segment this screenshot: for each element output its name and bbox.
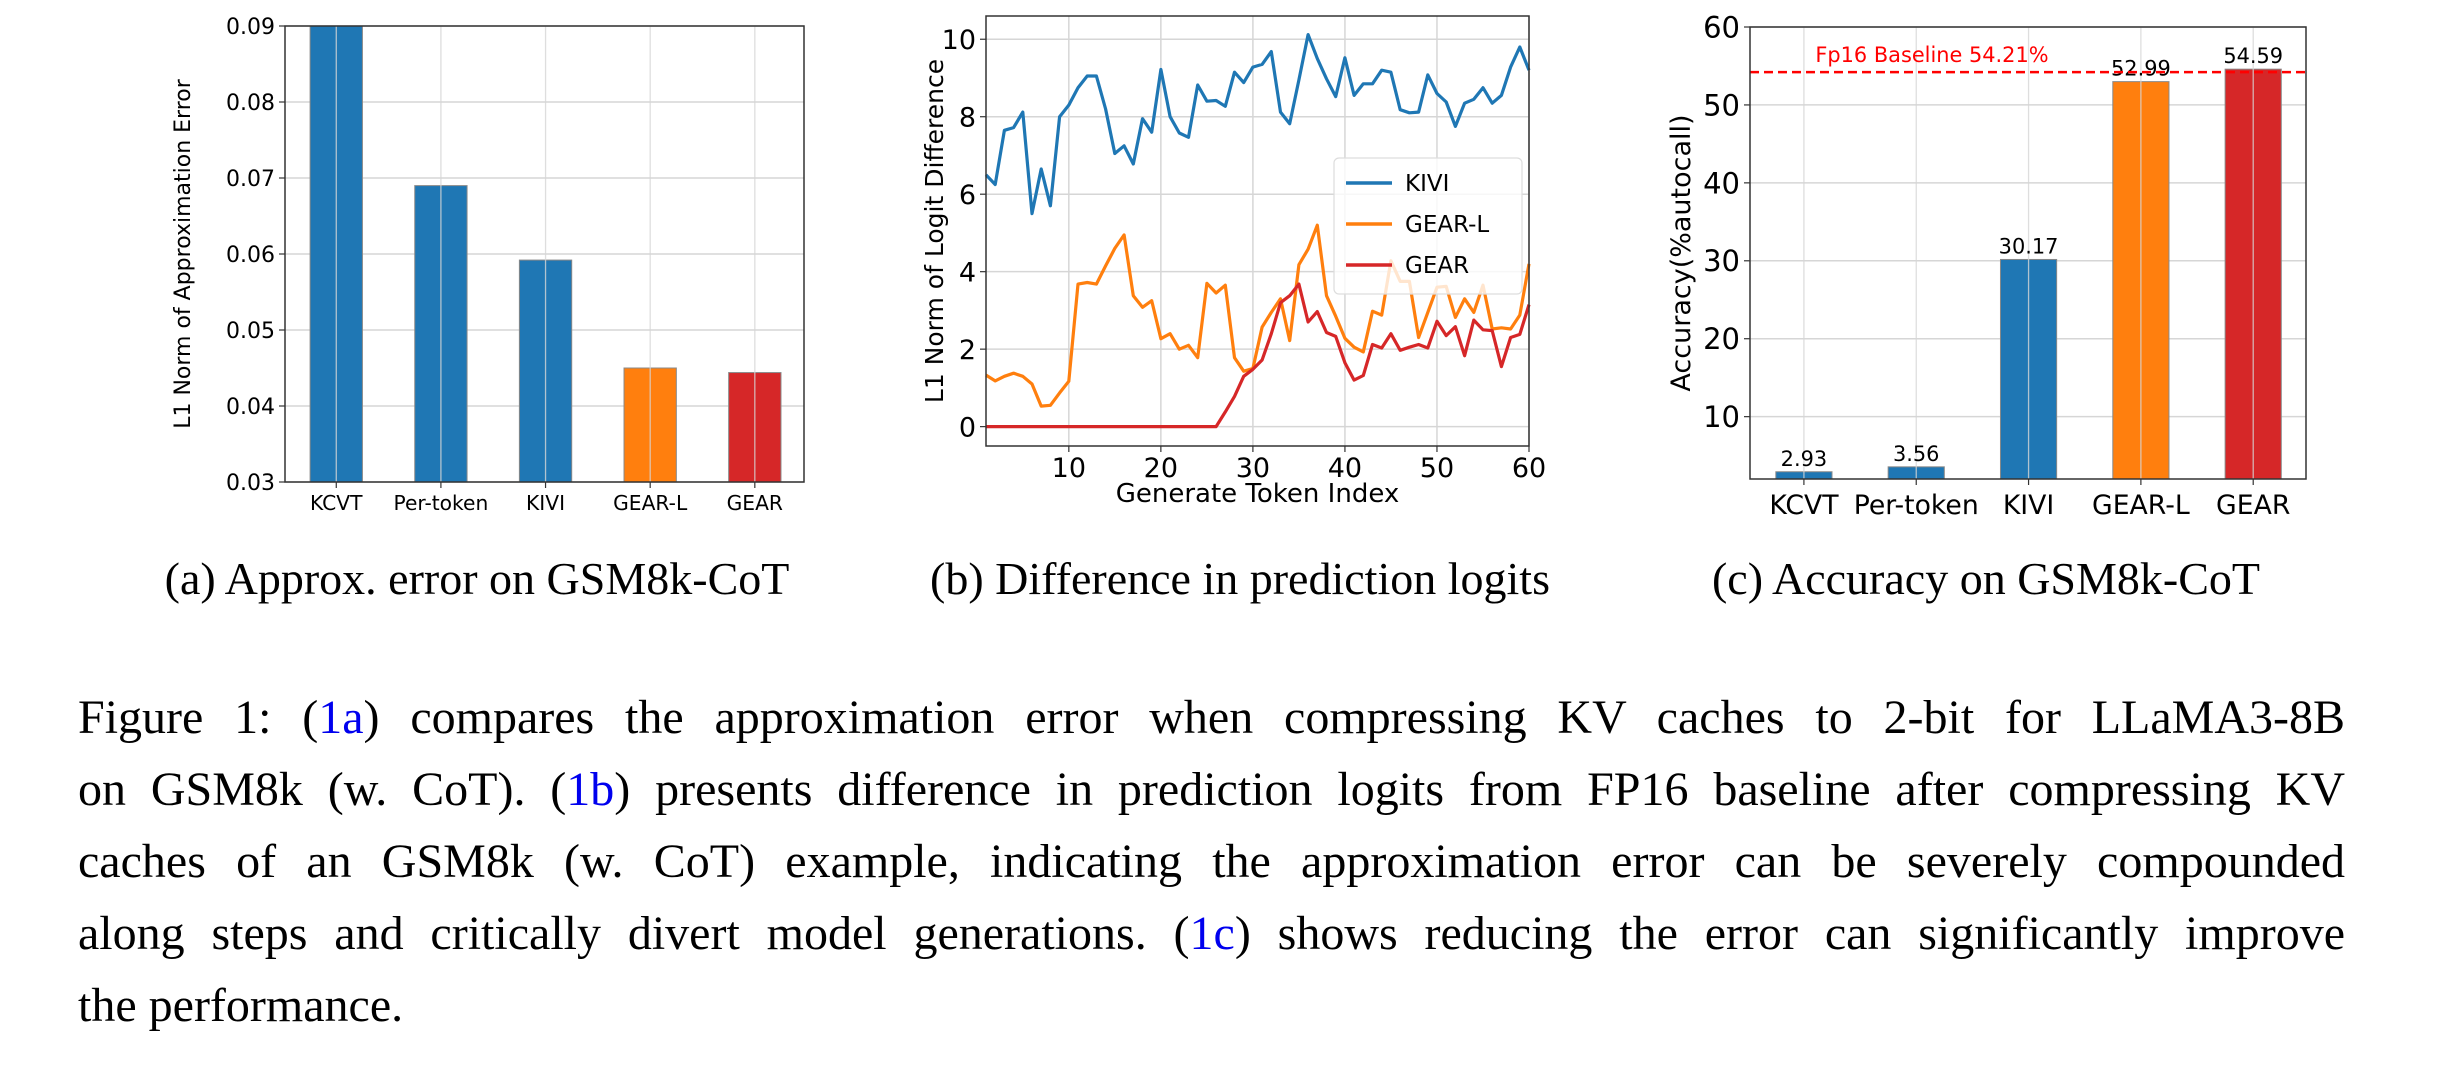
ref-link-1a[interactable]: 1a	[318, 691, 364, 744]
caption-text: Figure 1: (	[78, 691, 319, 744]
figure-caption: Figure 1: (1a) compares the approximatio…	[78, 682, 2345, 1042]
ref-link-1c[interactable]: 1c	[1189, 907, 1235, 960]
chart-c-data-label: 54.59	[2223, 44, 2283, 68]
caption-text: ) shows reducing the error can significa…	[1234, 907, 2345, 960]
caption-line: the performance.	[78, 970, 2345, 1042]
chart-a-xtick-label: KIVI	[526, 491, 565, 515]
chart-c-data-label: 3.56	[1893, 442, 1939, 466]
chart-a-xtick-label: KCVT	[310, 491, 363, 515]
chart-c-ytick-label: 40	[1703, 166, 1740, 200]
chart-a-xtick-label: GEAR-L	[613, 491, 688, 515]
chart-b-axes-frame	[985, 15, 1530, 447]
chart-b-xtick-label: 10	[1052, 453, 1086, 484]
chart-c-ytick-label: 60	[1703, 10, 1740, 44]
chart-a-ylabel: L1 Norm of Approximation Error	[171, 78, 196, 429]
chart-b-legend-label: GEAR-L	[1405, 212, 1489, 238]
chart-b-ytick-label: 8	[959, 102, 976, 133]
caption-line: caches of an GSM8k (w. CoT) example, ind…	[78, 826, 2345, 898]
chart-a-ytick-label: 0.06	[226, 243, 275, 268]
chart-c-xtick-label: KCVT	[1769, 490, 1839, 521]
chart-a-ytick-label: 0.07	[226, 167, 275, 192]
chart-a-ytick-label: 0.08	[226, 91, 275, 116]
chart-b-ytick-label: 0	[959, 412, 976, 443]
chart-c-data-label: 52.99	[2111, 57, 2171, 81]
chart-c-xtick-label: GEAR	[2216, 490, 2290, 521]
caption-line: Figure 1: (1a) compares the approximatio…	[78, 682, 2345, 754]
chart-c-axes-frame	[1749, 26, 2307, 480]
caption-text: along steps and critically divert model …	[78, 907, 1190, 960]
chart-b-ytick-label: 2	[959, 335, 976, 366]
chart-b-ytick-label: 4	[959, 257, 976, 288]
chart-c-ylabel: Accuracy(%autocall)	[1666, 114, 1697, 391]
chart-b-series-kivi	[984, 32, 1531, 216]
subcaption-a: (a) Approx. error on GSM8k-CoT	[164, 553, 790, 604]
caption-line: on GSM8k (w. CoT). (1b) presents differe…	[78, 754, 2345, 826]
chart-c-xtick-label: GEAR-L	[2092, 490, 2190, 521]
chart-a-xtick-label: GEAR	[727, 491, 783, 515]
chart-b-series-gear	[986, 282, 1531, 429]
chart-c-ytick-label: 50	[1703, 88, 1740, 122]
caption-text: ) compares the approximation error when …	[363, 691, 2346, 744]
chart-c-ytick-label: 10	[1703, 400, 1740, 434]
chart-c-baseline-label: Fp16 Baseline 54.21%	[1815, 43, 2048, 67]
chart-c-data-label: 30.17	[1999, 234, 2059, 258]
chart-c-ytick-label: 20	[1703, 322, 1740, 356]
chart-b-xtick-label: 30	[1236, 453, 1270, 484]
chart-c-xtick-label: Per-token	[1854, 490, 1979, 521]
chart-b-xlabel: Generate Token Index	[1116, 479, 1400, 509]
chart-a-ytick-label: 0.03	[226, 471, 275, 496]
chart-a-ytick-label: 0.05	[226, 319, 275, 344]
figure-charts: 0.03 0.04 0.05 0.06 0.07 0.08 0.09 KCVT Per-toke…	[171, 10, 2307, 521]
chart-a-ytick-label: 0.04	[226, 395, 275, 420]
subcaption-c: (c) Accuracy on GSM8k-CoT	[1711, 553, 2261, 604]
caption-text: on GSM8k (w. CoT). (	[78, 763, 567, 816]
chart-b-xtick-label: 50	[1420, 453, 1454, 484]
chart-c-data-label: 2.93	[1781, 447, 1827, 471]
subcaption-b: (b) Difference in prediction logits	[930, 553, 1550, 604]
chart-a-ytick-label: 0.09	[226, 15, 275, 40]
chart-b-legend-box	[1333, 157, 1523, 295]
caption-text: caches of an GSM8k (w. CoT) example, ind…	[78, 835, 2345, 888]
chart-a-xtick-label: Per-token	[393, 491, 488, 515]
chart-b-xtick-label: 20	[1144, 453, 1178, 484]
chart-b-legend-label: GEAR	[1405, 253, 1469, 279]
chart-b-ytick-label: 10	[942, 25, 976, 56]
chart-b-xtick-label: 40	[1328, 453, 1362, 484]
chart-b-ylabel: L1 Norm of Logit Difference	[920, 59, 949, 403]
caption-line: along steps and critically divert model …	[78, 898, 2345, 970]
chart-c-ytick-label: 30	[1703, 244, 1740, 278]
chart-b-ytick-label: 6	[959, 180, 976, 211]
chart-b-xtick-label: 60	[1512, 453, 1546, 484]
ref-link-1b[interactable]: 1b	[566, 763, 615, 816]
caption-text: the performance.	[78, 979, 404, 1032]
chart-c-xtick-label: KIVI	[2003, 490, 2054, 521]
chart-a-axes-frame	[284, 25, 805, 483]
chart-b-legend-label: KIVI	[1405, 171, 1449, 197]
caption-text: ) presents difference in prediction logi…	[614, 763, 2345, 816]
